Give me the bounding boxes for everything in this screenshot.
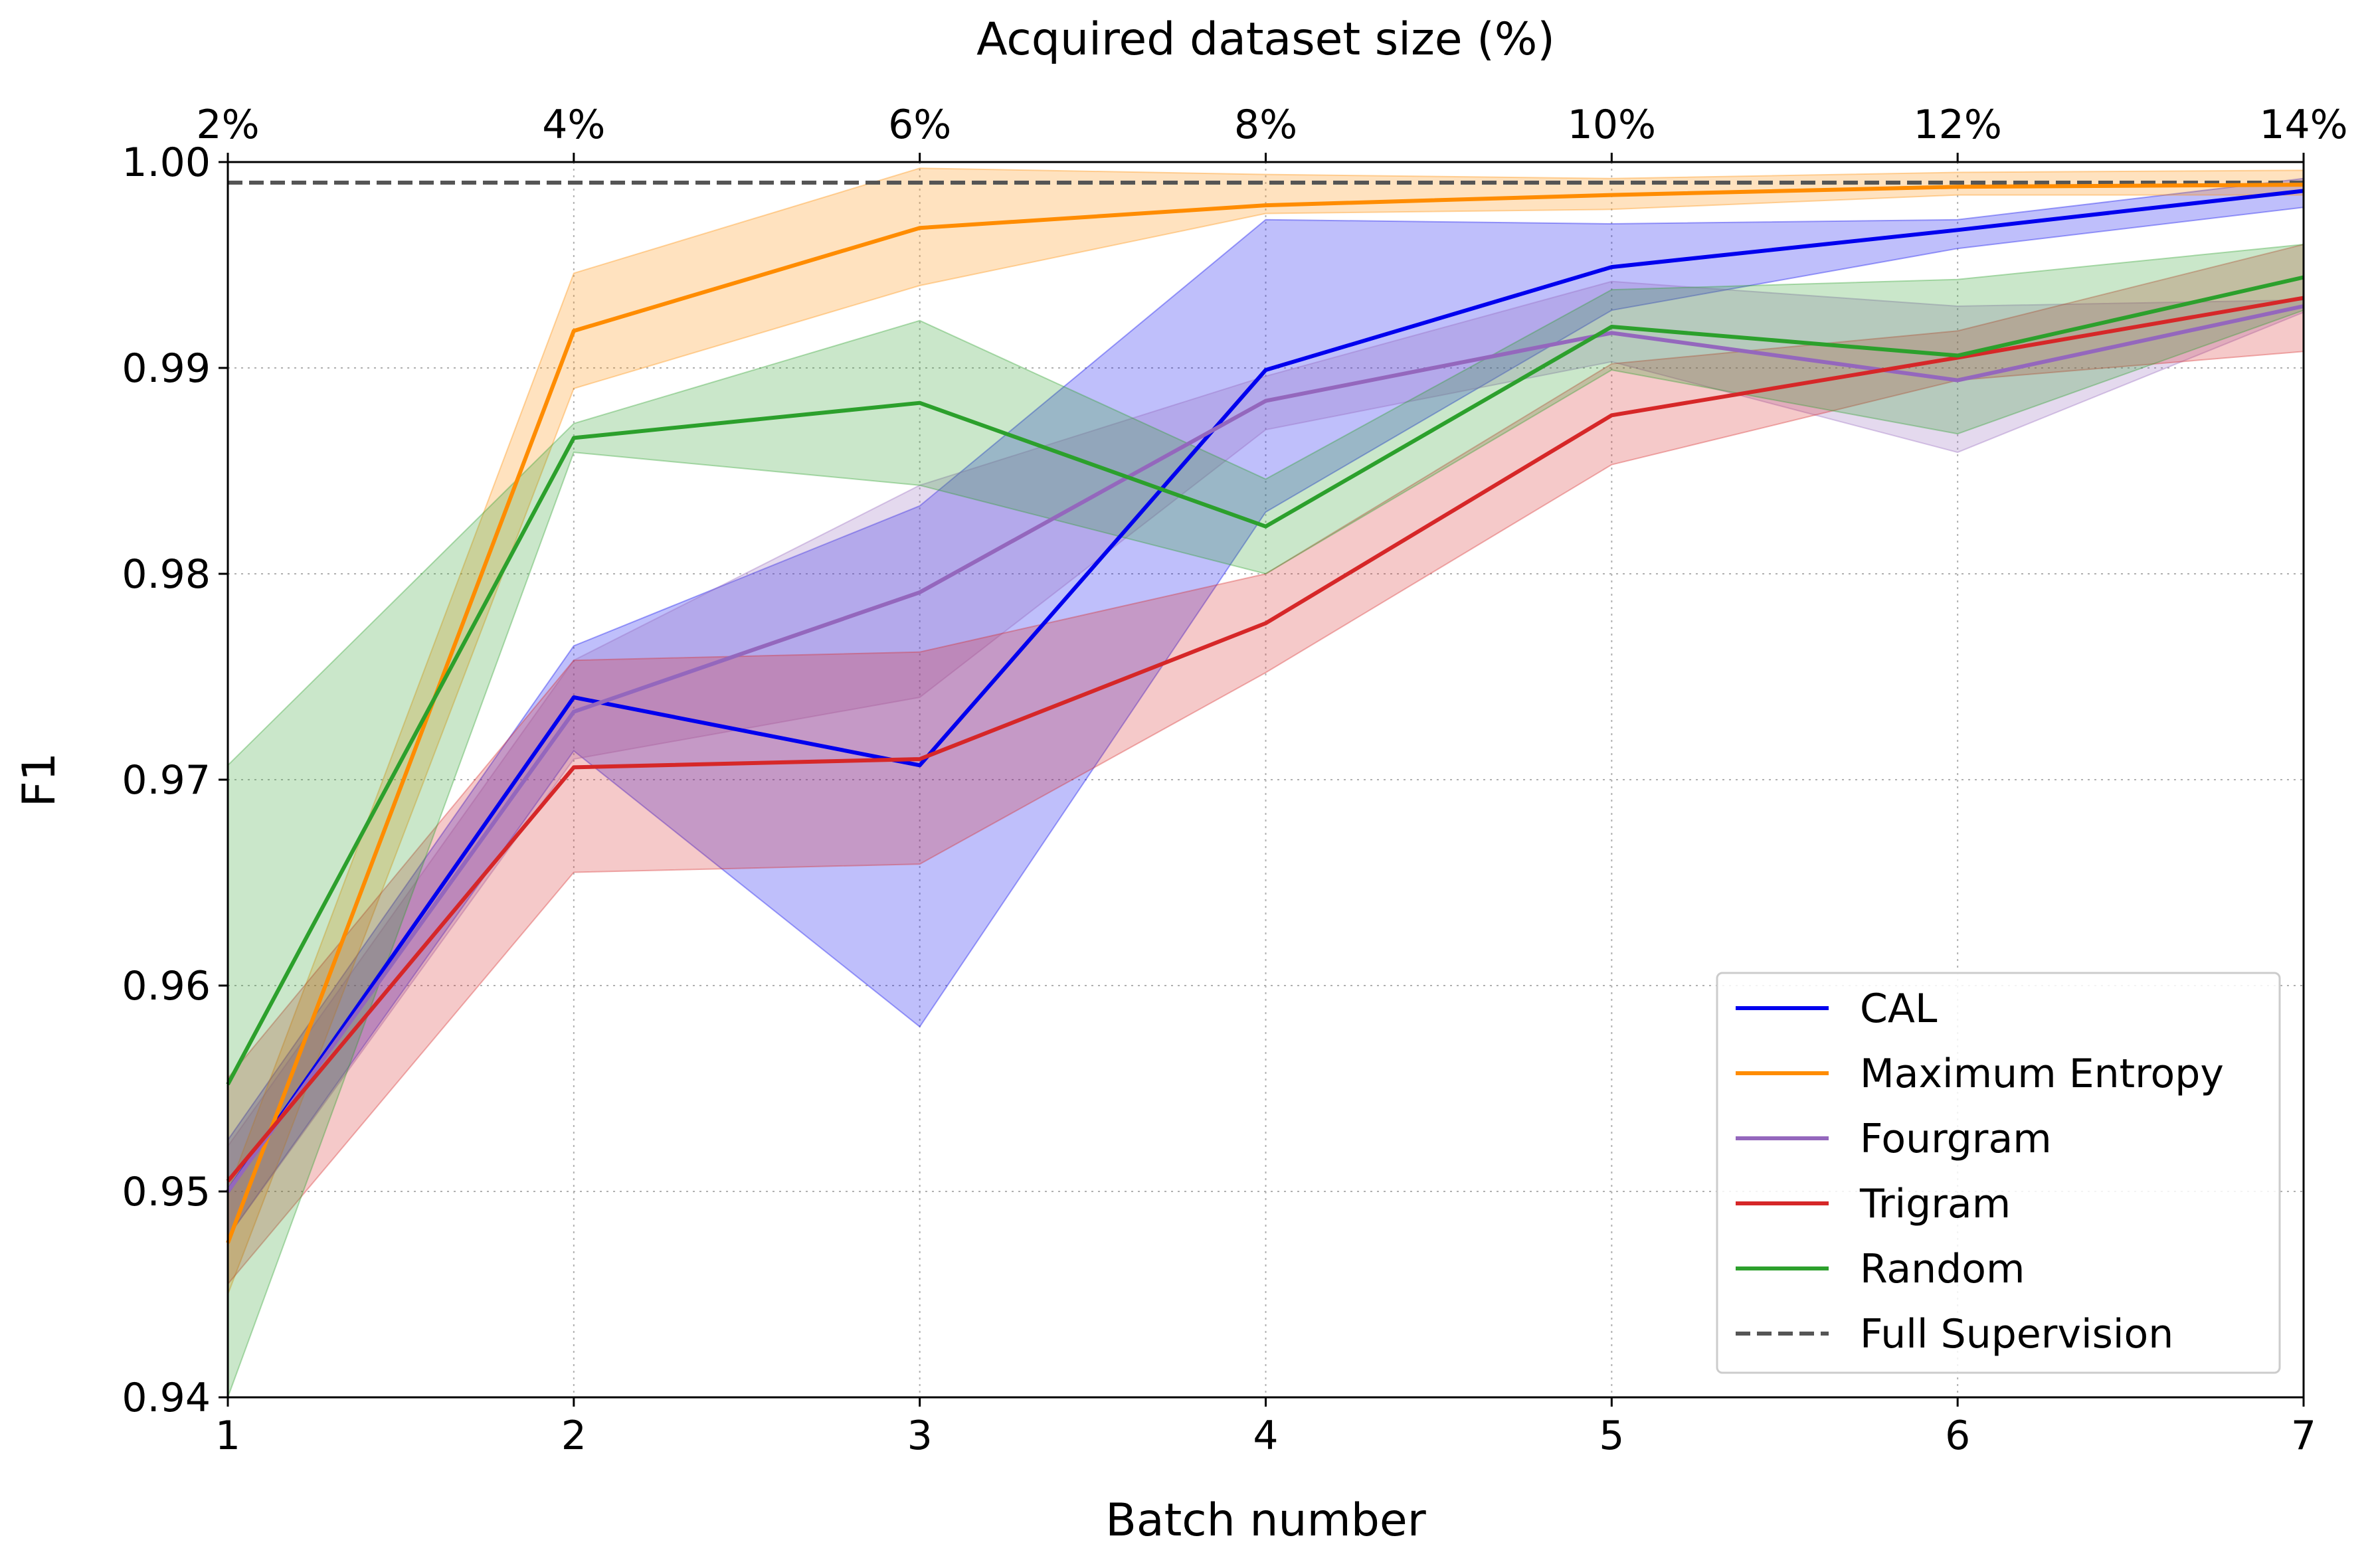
y-tick-label: 0.98 <box>122 551 211 598</box>
y-tick-label: 0.95 <box>122 1169 211 1215</box>
top-x-tick-label: 4% <box>542 102 605 148</box>
top-x-tick-label: 14% <box>2259 102 2347 148</box>
series-line-1 <box>226 183 2304 1244</box>
legend: CAL Maximum Entropy Fourgram Trigram Random F… <box>1716 972 2281 1374</box>
top-x-axis-label: Acquired dataset size (%) <box>976 13 1555 66</box>
x-tick-label: 4 <box>1253 1413 1278 1459</box>
y-tick-label: 0.96 <box>122 963 211 1009</box>
axis-ticks: 1 2 3 4 5 6 7 2% 4% 6% 8% 10% 12% 14% 0.94 0.95 0.96 0.97… <box>122 102 2347 1459</box>
legend-label-1: Maximum Entropy <box>1860 1051 2224 1097</box>
series-line-4 <box>226 275 2304 1086</box>
top-x-tick-label: 2% <box>196 102 259 148</box>
y-tick-label: 0.94 <box>122 1375 211 1421</box>
y-tick-label: 0.97 <box>122 757 211 804</box>
x-tick-label: 2 <box>561 1413 587 1459</box>
top-x-tick-label: 10% <box>1568 102 1656 148</box>
legend-label-2: Fourgram <box>1860 1116 2052 1162</box>
series-line-3 <box>226 296 2304 1183</box>
series-line-2 <box>226 304 2304 1193</box>
x-tick-label: 6 <box>1945 1413 1970 1459</box>
x-tick-label: 1 <box>215 1413 240 1459</box>
y-tick-label: 0.99 <box>122 345 211 392</box>
legend-box <box>1716 972 2281 1374</box>
y-tick-label: 1.00 <box>122 139 211 186</box>
top-x-tick-label: 6% <box>888 102 951 148</box>
series-lines <box>226 183 2304 1244</box>
x-tick-label: 5 <box>1599 1413 1624 1459</box>
legend-label-5: Full Supervision <box>1860 1311 2173 1357</box>
top-x-tick-label: 8% <box>1234 102 1297 148</box>
y-axis-label: F1 <box>13 752 66 807</box>
legend-label-4: Random <box>1860 1246 2025 1292</box>
series-line-0 <box>226 189 2304 1193</box>
x-tick-label: 3 <box>907 1413 933 1459</box>
legend-label-0: CAL <box>1860 986 1938 1032</box>
legend-label-3: Trigram <box>1859 1181 2011 1227</box>
x-tick-label: 7 <box>2291 1413 2316 1459</box>
top-x-tick-label: 12% <box>1913 102 2001 148</box>
x-axis-label: Batch number <box>1105 1494 1426 1547</box>
